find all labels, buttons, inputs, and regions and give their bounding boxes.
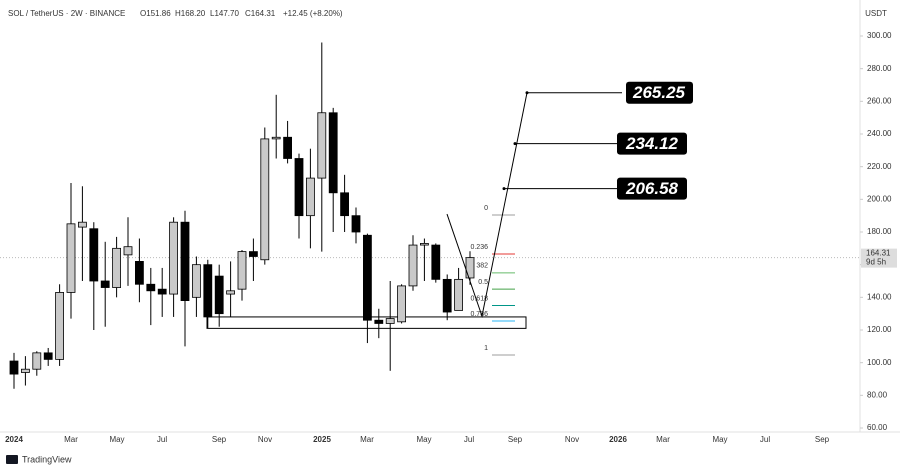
candle-body bbox=[260, 138, 270, 261]
header-value: +12.45 (+8.20%) bbox=[283, 9, 343, 18]
countdown: 9d 5h bbox=[866, 258, 886, 267]
fib-label: 0.236 bbox=[470, 244, 488, 251]
candle-body bbox=[465, 257, 475, 279]
candle-body bbox=[43, 352, 53, 360]
candle-body bbox=[203, 264, 213, 318]
header-value: L147.70 bbox=[210, 9, 239, 18]
target-box bbox=[617, 132, 687, 155]
y-tick-label: 300.00 bbox=[867, 31, 892, 40]
candle-body bbox=[32, 352, 42, 370]
y-tick-label: 280.00 bbox=[867, 64, 892, 73]
candle-body bbox=[283, 136, 293, 159]
fib-label: 0.618 bbox=[470, 295, 488, 302]
candle-body bbox=[78, 221, 87, 228]
candle-body bbox=[351, 215, 361, 233]
y-tick-label: 100.00 bbox=[867, 358, 892, 367]
y-tick-label: 260.00 bbox=[867, 96, 892, 105]
header-value: C164.31 bbox=[245, 9, 276, 18]
target-box bbox=[626, 81, 693, 104]
candle-body bbox=[317, 112, 327, 179]
candle-body bbox=[397, 285, 407, 323]
x-tick-label: Sep bbox=[815, 435, 830, 444]
y-tick-label: 220.00 bbox=[867, 162, 892, 171]
candle-body bbox=[328, 112, 338, 194]
y-tick-label: 80.00 bbox=[867, 390, 888, 399]
candle-body bbox=[431, 244, 441, 280]
y-tick-label: 240.00 bbox=[867, 129, 892, 138]
projection-path bbox=[446, 92, 528, 319]
header-value: O151.86 bbox=[140, 9, 171, 18]
header-value: H168.20 bbox=[175, 9, 206, 18]
y-tick-label: 140.00 bbox=[867, 292, 892, 301]
x-tick-label: Sep bbox=[212, 435, 227, 444]
y-tick-label: 60.00 bbox=[867, 423, 888, 432]
candle-body bbox=[305, 177, 315, 217]
x-tick-label: May bbox=[712, 435, 727, 444]
y-tick-label: 200.00 bbox=[867, 194, 892, 203]
candle-body bbox=[180, 221, 190, 301]
target-label: 234.12 bbox=[625, 134, 679, 153]
fib-label: 382 bbox=[476, 263, 488, 270]
candle-body bbox=[157, 288, 167, 295]
x-tick-label: 2026 bbox=[609, 435, 627, 444]
candle-body bbox=[271, 136, 281, 140]
candle-body bbox=[408, 244, 418, 287]
last-price-label: 164.31 bbox=[866, 249, 891, 258]
candle-body bbox=[374, 319, 384, 324]
x-tick-label: Nov bbox=[565, 435, 579, 444]
target-label: 265.25 bbox=[632, 83, 686, 102]
candle-body bbox=[362, 234, 372, 321]
candle-body bbox=[112, 247, 121, 288]
fib-label: 0.5 bbox=[478, 279, 488, 286]
candle-body bbox=[294, 158, 304, 217]
candle-body bbox=[385, 318, 395, 324]
y-tick-label: 120.00 bbox=[867, 325, 892, 334]
brand-logo: TradingView bbox=[6, 454, 72, 464]
x-tick-label: May bbox=[109, 435, 124, 444]
target-label: 206.58 bbox=[625, 179, 679, 198]
x-tick-label: Jul bbox=[157, 435, 167, 444]
last-price-tag bbox=[861, 248, 897, 268]
candle-body bbox=[226, 290, 236, 295]
currency: USDT bbox=[865, 9, 887, 18]
x-tick-label: Mar bbox=[64, 435, 78, 444]
x-tick-label: Mar bbox=[656, 435, 670, 444]
candle-body bbox=[55, 292, 64, 360]
candle-body bbox=[191, 264, 201, 298]
candle-body bbox=[20, 368, 30, 373]
candle-body bbox=[442, 278, 452, 313]
fib-label: 1 bbox=[484, 345, 488, 352]
x-tick-label: Mar bbox=[360, 435, 374, 444]
y-tick-label: 180.00 bbox=[867, 227, 892, 236]
x-tick-label: Jul bbox=[464, 435, 474, 444]
x-tick-label: 2024 bbox=[5, 435, 23, 444]
candle-body bbox=[123, 246, 133, 256]
fib-label: 0 bbox=[484, 205, 488, 212]
x-tick-label: 2025 bbox=[313, 435, 331, 444]
candle-body bbox=[169, 221, 179, 295]
candle-body bbox=[419, 243, 429, 246]
fib-label: 0.786 bbox=[470, 311, 488, 318]
target-box bbox=[617, 177, 687, 200]
candle-body bbox=[66, 223, 76, 293]
brand: TradingView bbox=[22, 454, 72, 464]
x-tick-label: May bbox=[416, 435, 431, 444]
candle-body bbox=[214, 275, 224, 315]
candle-body bbox=[248, 251, 258, 257]
candle-body bbox=[146, 283, 156, 292]
candle-body bbox=[100, 280, 110, 288]
candle-body bbox=[340, 192, 350, 217]
x-tick-label: Jul bbox=[760, 435, 770, 444]
candle-body bbox=[454, 278, 464, 311]
symbol: SOL / TetherUS · 2W · BINANCE bbox=[8, 9, 125, 18]
candle-body bbox=[9, 360, 19, 375]
x-tick-label: Nov bbox=[258, 435, 272, 444]
candle-body bbox=[134, 260, 144, 285]
candle-body bbox=[89, 228, 99, 282]
candle-body bbox=[237, 251, 247, 290]
x-tick-label: Sep bbox=[508, 435, 523, 444]
